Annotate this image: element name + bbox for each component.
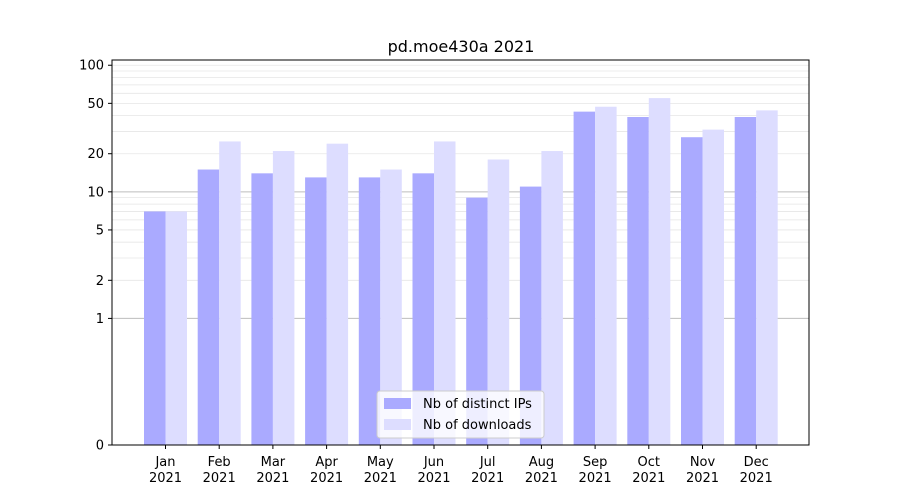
bars — [144, 98, 778, 446]
y-tick-label: 0 — [96, 439, 104, 454]
x-tick-label: Jun 2021 — [417, 455, 450, 486]
bar-ips-dec — [734, 117, 757, 446]
x-tick-label: Nov 2021 — [686, 455, 719, 486]
legend: Nb of distinct IPs Nb of downloads — [376, 390, 545, 439]
bar-downloads-oct — [648, 98, 671, 445]
x-tick-label: Feb 2021 — [203, 455, 236, 486]
x-tick-label: Dec 2021 — [740, 455, 773, 486]
y-tick-label: 1 — [96, 312, 104, 327]
x-tick-label: May 2021 — [364, 455, 397, 486]
bar-ips-mar — [251, 173, 273, 445]
bar-downloads-apr — [326, 143, 349, 445]
legend-box — [376, 390, 545, 439]
y-tick-label: 2 — [96, 274, 104, 289]
bar-ips-jun — [412, 173, 434, 445]
plot-frame — [111, 59, 810, 446]
legend-label: Nb of distinct IPs — [423, 397, 532, 412]
x-tick-label: Apr 2021 — [310, 455, 343, 486]
y-tick-label: 50 — [87, 97, 104, 112]
bar-downloads-jan — [165, 211, 187, 445]
chart-title: pd.moe430a 2021 — [388, 37, 535, 56]
y-tick-label: 20 — [87, 147, 104, 162]
bar-downloads-jul — [487, 159, 510, 445]
bar-downloads-aug — [541, 151, 563, 445]
bar-ips-may — [358, 177, 381, 446]
y-tick-label: 5 — [96, 223, 104, 238]
y-axis: 0 1 2 5 10 20 50 100 — [79, 59, 112, 454]
y-tick-label: 10 — [87, 185, 104, 200]
legend-swatch — [384, 419, 411, 430]
bar-downloads-nov — [702, 129, 724, 445]
bar-downloads-sep — [595, 106, 617, 445]
x-tick-label: Oct 2021 — [632, 455, 665, 486]
x-axis: Jan 2021 Feb 2021 Mar 2021 Apr 2021 May 2021 Jun 20… — [149, 445, 773, 486]
bar-downloads-mar — [272, 151, 295, 445]
bar-ips-apr — [305, 177, 327, 446]
x-tick-label: Jan 2021 — [149, 455, 182, 486]
bar-downloads-may — [380, 169, 402, 445]
bar-ips-aug — [519, 186, 542, 446]
bar-downloads-dec — [756, 110, 778, 445]
x-tick-label: Jul 2021 — [471, 455, 504, 486]
bar-ips-sep — [573, 111, 596, 445]
bar-ips-jan — [144, 211, 166, 445]
legend-swatch — [384, 398, 411, 409]
bar-ips-jul — [466, 197, 488, 445]
bar-ips-oct — [627, 117, 649, 446]
bar-downloads-feb — [219, 141, 241, 445]
bar-downloads-jun — [434, 141, 456, 445]
bar-ips-feb — [197, 169, 220, 445]
x-tick-label: Aug 2021 — [525, 455, 558, 486]
y-tick-label: 100 — [79, 59, 104, 74]
x-tick-label: Mar 2021 — [256, 455, 289, 486]
legend-label: Nb of downloads — [423, 418, 532, 433]
x-tick-label: Sep 2021 — [579, 455, 612, 486]
bar-ips-nov — [681, 137, 703, 446]
